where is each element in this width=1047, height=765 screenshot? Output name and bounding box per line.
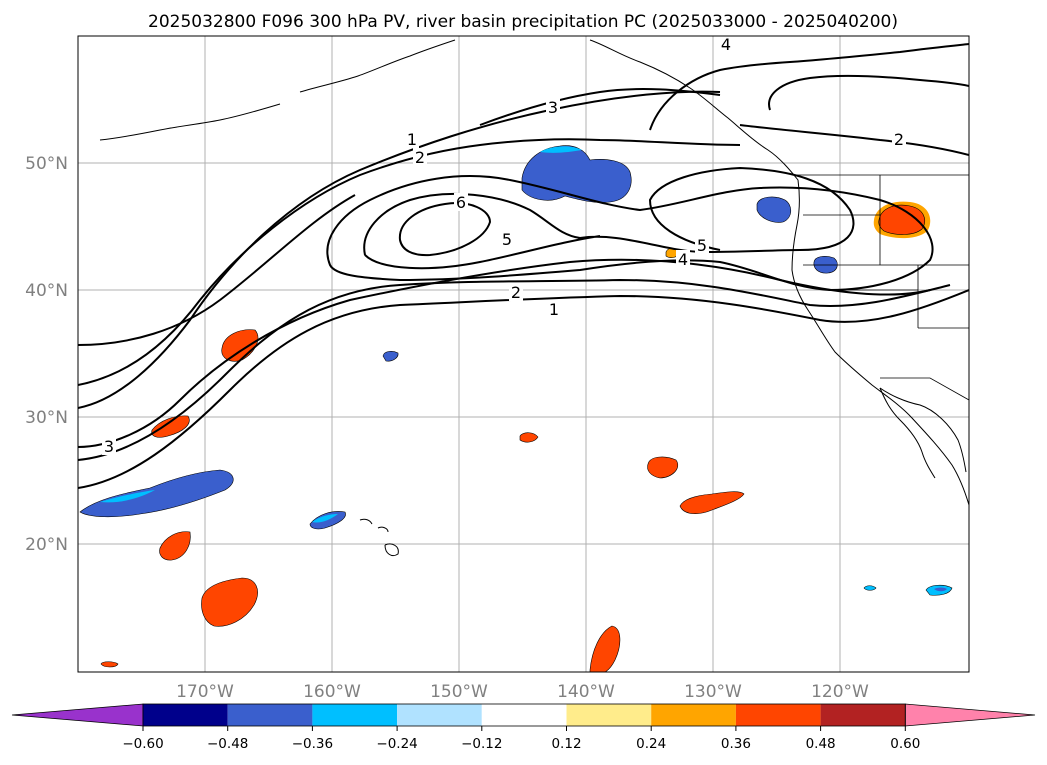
lat-label-50n: 50°N [25, 154, 68, 174]
colorbar-segment [481, 704, 567, 726]
colorbar-segment [397, 704, 482, 726]
pv-contour-1-south [78, 289, 969, 489]
pv-contour-2-east [739, 124, 969, 156]
map-area: 1 2 3 4 5 6 1 2 3 4 5 2 [78, 35, 969, 672]
lat-label-30n: 30°N [25, 408, 68, 428]
lon-label-130w: 130°W [684, 682, 742, 702]
pv-contour-labels: 1 2 3 4 5 6 1 2 3 4 5 2 [102, 35, 906, 456]
contour-label: 2 [415, 148, 425, 167]
coastline-alaska-peninsula [299, 39, 456, 93]
border-states-west [803, 175, 969, 329]
pv-contour-4-north [649, 43, 969, 131]
precip-blob-dateline [79, 469, 234, 518]
border-mexico [880, 377, 969, 401]
lon-label-160w: 160°W [303, 682, 361, 702]
precip-blob-east-25n-a [647, 456, 679, 479]
precip-blob-west-20n [159, 531, 191, 561]
colorbar-segment [820, 704, 906, 726]
colorbar-tick-label: 0.12 [551, 736, 581, 752]
lon-label-170w: 170°W [176, 682, 234, 702]
gridlines [78, 36, 969, 672]
contour-label: 5 [502, 230, 512, 249]
lon-label-150w: 150°W [430, 682, 488, 702]
precip-blob-hawaii [309, 511, 346, 530]
colorbar-segment [735, 704, 821, 726]
precip-blob-gulf-of-alaska-edge [540, 146, 582, 153]
precip-blob-idaho [878, 204, 925, 235]
contour-label: 3 [548, 98, 558, 117]
coastline-baja-inner [879, 387, 967, 473]
precip-blob-washington [756, 196, 792, 223]
pv-contour-3-west [78, 194, 356, 346]
pv-contour-1-north [78, 90, 721, 409]
contour-label: 2 [511, 283, 521, 302]
pv-contour-2-south [78, 278, 951, 461]
pv-contour-5 [363, 166, 855, 270]
colorbar-segment [143, 704, 228, 726]
colorbar-tick-label: −0.48 [207, 736, 248, 752]
precip-blob-center-30n [519, 432, 539, 443]
coastlines [99, 39, 969, 557]
colorbar-tick-label: −0.12 [461, 736, 502, 752]
contour-label: 1 [549, 300, 559, 319]
precip-blob-southwest-small [100, 661, 119, 668]
colorbar-tick-label: 0.60 [890, 736, 920, 752]
contour-label: 4 [678, 250, 688, 269]
contour-label: 4 [721, 35, 731, 54]
contour-label: 1 [407, 130, 417, 149]
colorbar-tick-label: −0.60 [122, 736, 163, 752]
colorbar-tick-label: 0.36 [721, 736, 751, 752]
colorbar-tick-label: 0.48 [806, 736, 836, 752]
colorbar-segment [227, 704, 313, 726]
pv-contours [78, 43, 969, 489]
lon-label-120w: 120°W [811, 682, 869, 702]
contour-label: 2 [894, 130, 904, 149]
figure-title: 2025032800 F096 300 hPa PV, river basin … [148, 12, 898, 32]
contour-label: 6 [456, 193, 466, 212]
precip-blob-dateline-edge [100, 490, 155, 503]
pv-contour-2-northeast [768, 74, 969, 111]
colorbar-extension-high [904, 703, 1036, 727]
pv-contour-2-north [78, 138, 741, 386]
colorbar-tick-label: 0.24 [636, 736, 666, 752]
colorbar-extension-low [11, 703, 144, 727]
pv-contour-3-north [479, 87, 721, 126]
precip-blob-west-15n [201, 577, 258, 627]
precip-positive-blobs [100, 201, 931, 672]
coastline-aleutians [99, 103, 281, 141]
lat-label-40n: 40°N [25, 281, 68, 301]
map-frame [77, 35, 970, 673]
precip-blob-mexico-small [863, 585, 877, 591]
colorbar-segment [312, 704, 398, 726]
precip-blob-mexico-core [934, 587, 947, 592]
precip-blob-small-north [382, 351, 399, 362]
contour-label: 3 [104, 437, 114, 456]
precip-blob-west-30n [151, 415, 190, 438]
precip-blob-hawaii-edge [312, 514, 338, 523]
lat-label-20n: 20°N [25, 535, 68, 555]
coastline-baja [879, 387, 936, 479]
pv-contour-6 [398, 202, 492, 257]
longitude-labels: 170°W 160°W 150°W 140°W 130°W 120°W [176, 682, 869, 702]
colorbar-tick-label: −0.36 [292, 736, 333, 752]
coastline-hawaii [359, 518, 399, 557]
contour-label: 5 [697, 236, 707, 255]
lon-label-140w: 140°W [557, 682, 615, 702]
colorbar: −0.60 −0.48 −0.36 −0.24 −0.12 0.12 0.24 0.36 0.4… [11, 703, 1036, 752]
colorbar-outline [142, 703, 906, 727]
colorbar-segment [566, 704, 652, 726]
colorbar-tick-label: −0.24 [376, 736, 417, 752]
precip-blob-east-25n-b [679, 491, 745, 514]
coastline-north-america [589, 39, 969, 506]
precip-blob-south-center [589, 625, 621, 672]
colorbar-segment [651, 704, 736, 726]
pv-contour-4 [326, 175, 934, 292]
state-borders [795, 174, 969, 401]
latitude-labels: 50°N 40°N 30°N 20°N [25, 154, 68, 555]
